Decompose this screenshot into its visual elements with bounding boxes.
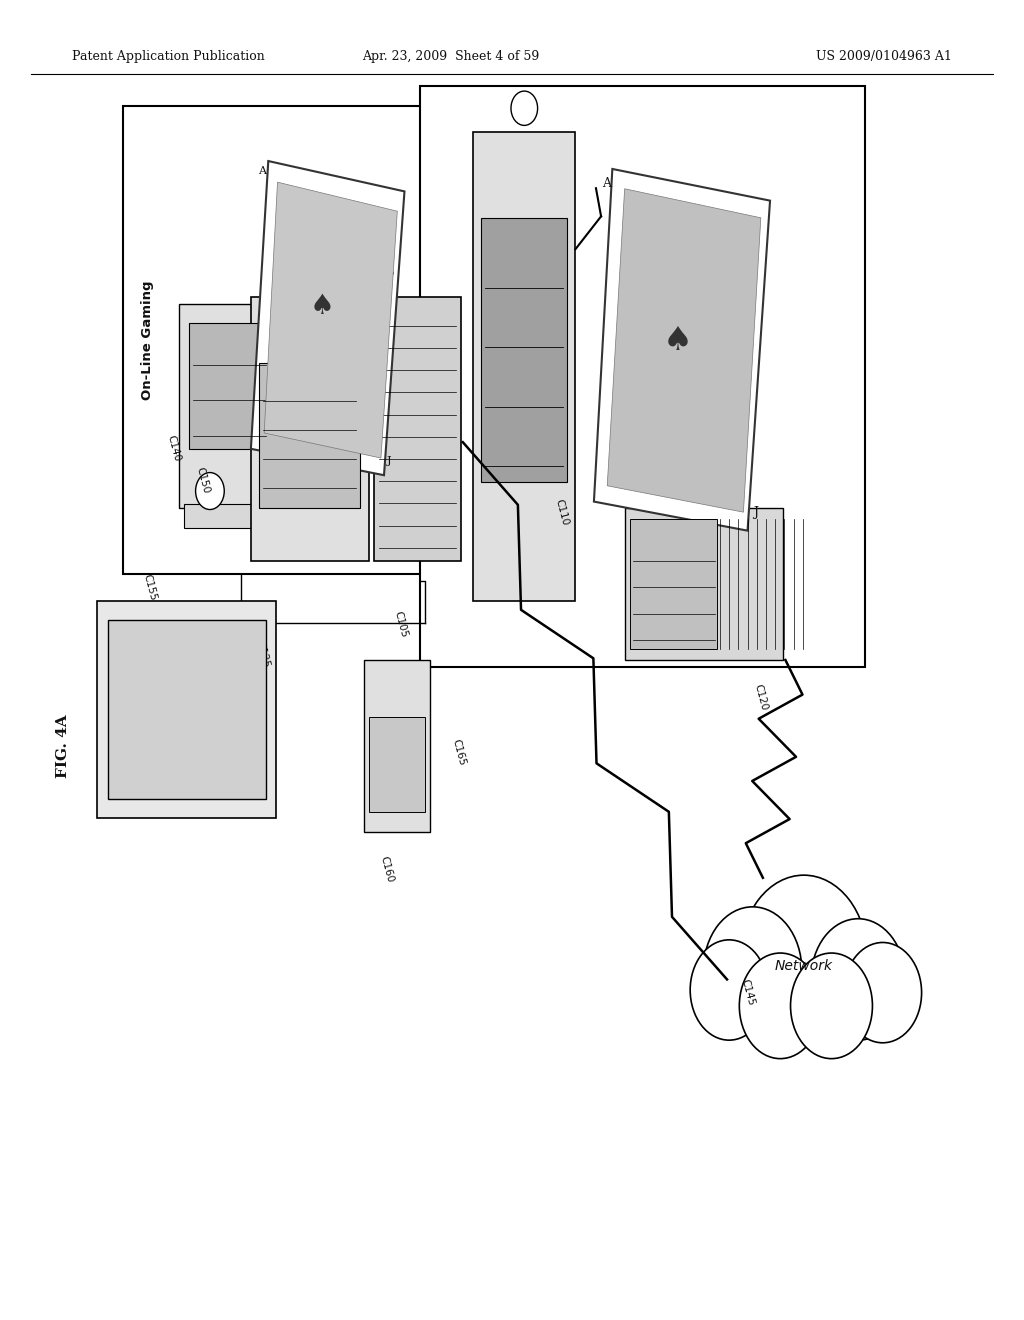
FancyBboxPatch shape [630, 519, 717, 649]
FancyBboxPatch shape [369, 718, 425, 812]
Text: On-Line Gaming: On-Line Gaming [141, 280, 155, 400]
Text: US 2009/0104963 A1: US 2009/0104963 A1 [816, 50, 952, 63]
FancyBboxPatch shape [374, 297, 461, 561]
Text: C155: C155 [141, 573, 158, 602]
Circle shape [844, 942, 922, 1043]
FancyBboxPatch shape [481, 218, 567, 482]
FancyBboxPatch shape [108, 620, 266, 799]
FancyBboxPatch shape [189, 323, 269, 449]
FancyBboxPatch shape [473, 132, 575, 601]
FancyBboxPatch shape [420, 86, 865, 667]
Text: Casino: Casino [438, 350, 453, 403]
Circle shape [690, 940, 768, 1040]
Text: C145: C145 [739, 978, 756, 1007]
Polygon shape [251, 161, 404, 475]
FancyBboxPatch shape [123, 106, 430, 574]
FancyBboxPatch shape [97, 601, 276, 818]
Text: FIG. 4A: FIG. 4A [56, 714, 71, 777]
FancyBboxPatch shape [179, 304, 282, 508]
Text: ♠: ♠ [310, 292, 335, 321]
Text: Network: Network [775, 960, 833, 973]
Text: C150: C150 [195, 466, 211, 495]
Text: A: A [258, 166, 266, 177]
Text: J: J [386, 455, 391, 466]
Text: C135: C135 [315, 392, 332, 421]
FancyBboxPatch shape [364, 660, 430, 832]
Text: C105: C105 [392, 610, 409, 639]
Text: J: J [753, 506, 758, 519]
Polygon shape [594, 169, 770, 531]
Polygon shape [607, 189, 761, 512]
Text: A: A [602, 177, 611, 190]
Circle shape [739, 953, 821, 1059]
Circle shape [196, 473, 224, 510]
Text: C130: C130 [377, 249, 393, 279]
Text: ♠: ♠ [663, 325, 693, 358]
Circle shape [791, 953, 872, 1059]
Text: Apr. 23, 2009  Sheet 4 of 59: Apr. 23, 2009 Sheet 4 of 59 [361, 50, 540, 63]
Text: Patent Application Publication: Patent Application Publication [72, 50, 264, 63]
Circle shape [740, 875, 867, 1039]
FancyBboxPatch shape [259, 363, 360, 508]
Circle shape [511, 91, 538, 125]
Text: C160: C160 [379, 855, 395, 884]
Circle shape [811, 919, 905, 1040]
FancyBboxPatch shape [184, 504, 276, 528]
Text: C115: C115 [705, 318, 721, 347]
FancyBboxPatch shape [625, 508, 783, 660]
Text: C125: C125 [254, 640, 270, 669]
Text: C110: C110 [553, 498, 569, 527]
Circle shape [703, 907, 802, 1034]
Text: C165: C165 [451, 738, 467, 767]
Text: C140: C140 [166, 434, 182, 463]
FancyBboxPatch shape [251, 297, 369, 561]
Polygon shape [264, 182, 397, 458]
Text: C120: C120 [753, 682, 769, 711]
